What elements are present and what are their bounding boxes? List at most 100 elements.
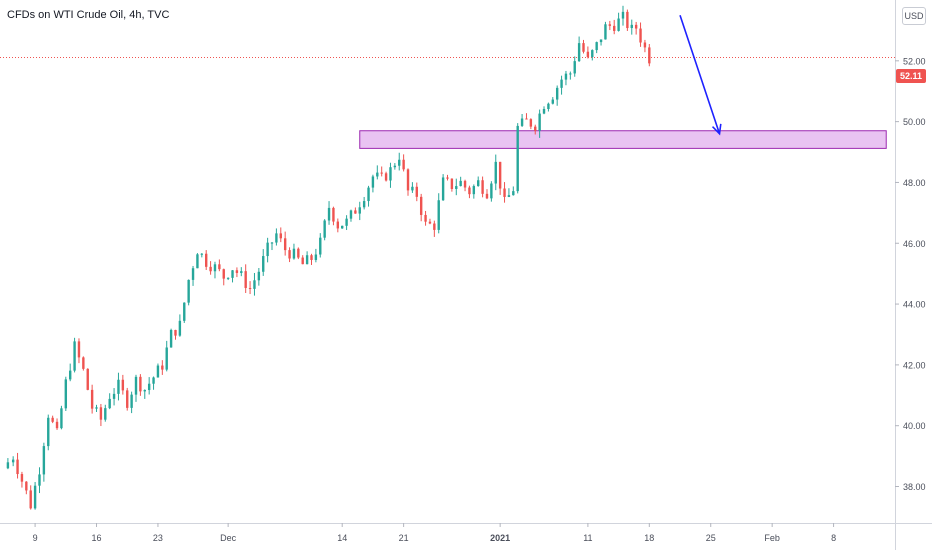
candle-body bbox=[529, 119, 533, 127]
candle-body bbox=[433, 223, 436, 230]
candle-body bbox=[244, 271, 247, 288]
x-tick-label: 21 bbox=[399, 533, 409, 543]
candle-body bbox=[161, 365, 164, 370]
candle-body bbox=[82, 357, 85, 369]
candle-body bbox=[55, 421, 59, 429]
candle-body bbox=[503, 188, 506, 197]
candle-body bbox=[617, 18, 620, 31]
candle-body bbox=[477, 180, 480, 187]
candle-body bbox=[47, 417, 50, 447]
candle-body bbox=[20, 474, 24, 482]
candle-body bbox=[288, 250, 291, 259]
candle-body bbox=[415, 186, 418, 197]
candle-body bbox=[419, 196, 423, 215]
candle-body bbox=[336, 221, 340, 229]
x-tick-label: 8 bbox=[831, 533, 836, 543]
candle-body bbox=[542, 109, 546, 114]
candle-body bbox=[209, 266, 212, 272]
candle-body bbox=[406, 169, 410, 191]
candle-body bbox=[494, 161, 497, 184]
candle-body bbox=[156, 365, 160, 378]
chart-title: CFDs on WTI Crude Oil, 4h, TVC bbox=[7, 9, 170, 21]
candle-body bbox=[222, 269, 225, 279]
candle-body bbox=[613, 25, 616, 31]
currency-button[interactable]: USD bbox=[902, 7, 926, 25]
candle-body bbox=[490, 183, 493, 199]
y-tick-label: 52.00 bbox=[903, 56, 926, 66]
candle-body bbox=[191, 268, 195, 280]
candle-body bbox=[213, 264, 217, 272]
candle-body bbox=[341, 225, 344, 229]
candle-body bbox=[626, 11, 629, 29]
candle-body bbox=[639, 28, 642, 43]
candle-body bbox=[354, 210, 357, 214]
candle-body bbox=[283, 238, 287, 251]
candle-body bbox=[218, 264, 221, 270]
candle-body bbox=[6, 462, 10, 469]
candle-body bbox=[310, 255, 313, 260]
candle-body bbox=[95, 407, 98, 409]
candle-body bbox=[248, 287, 252, 289]
candle-body bbox=[16, 459, 19, 475]
candle-body bbox=[104, 408, 107, 420]
last-price-badge: 52.11 bbox=[896, 69, 926, 83]
candle-body bbox=[643, 42, 647, 48]
candle-body bbox=[595, 42, 598, 51]
candle-body bbox=[507, 195, 511, 197]
candle-body bbox=[139, 376, 142, 392]
candle-body bbox=[314, 254, 318, 260]
candle-body bbox=[117, 379, 120, 394]
candle-body bbox=[130, 394, 133, 408]
candle-body bbox=[411, 186, 414, 191]
candle-body bbox=[200, 253, 204, 255]
candle-body bbox=[42, 446, 46, 475]
candle-body bbox=[577, 43, 581, 62]
candle-body bbox=[301, 257, 304, 265]
support-zone bbox=[359, 130, 887, 149]
y-tick-label: 44.00 bbox=[903, 300, 926, 310]
candle-body bbox=[73, 341, 76, 371]
candle-body bbox=[11, 459, 15, 463]
candle-body bbox=[648, 47, 651, 64]
candle-body bbox=[174, 329, 177, 336]
candle-body bbox=[376, 172, 379, 177]
projection-arrow-head bbox=[711, 123, 722, 136]
x-tick-label: 23 bbox=[153, 533, 163, 543]
candle-body bbox=[323, 220, 326, 238]
candle-body bbox=[143, 390, 146, 392]
candle-body bbox=[516, 125, 519, 192]
candle-body bbox=[235, 270, 239, 273]
y-tick-label: 48.00 bbox=[903, 178, 926, 188]
x-tick-label: Feb bbox=[764, 533, 780, 543]
candle-body bbox=[621, 11, 625, 19]
candle-body bbox=[459, 180, 462, 187]
candle-body bbox=[560, 79, 563, 88]
candle-body bbox=[393, 165, 397, 168]
candle-body bbox=[86, 368, 89, 390]
candle-body bbox=[112, 393, 116, 399]
candle-body bbox=[367, 187, 370, 202]
candle-body bbox=[292, 248, 296, 259]
x-tick-label: 18 bbox=[644, 533, 654, 543]
candle-body bbox=[485, 193, 489, 199]
y-tick-label: 50.00 bbox=[903, 117, 926, 127]
candle-body bbox=[349, 210, 353, 219]
candle-body bbox=[126, 390, 129, 408]
candle-body bbox=[591, 50, 594, 57]
candle-body bbox=[630, 24, 633, 29]
y-tick-label: 40.00 bbox=[903, 421, 926, 431]
candle-body bbox=[472, 186, 476, 195]
candle-body bbox=[380, 172, 383, 174]
candle-body bbox=[446, 177, 449, 179]
candle-body bbox=[205, 253, 208, 267]
candle-body bbox=[569, 73, 572, 75]
candle-body bbox=[512, 191, 515, 196]
candle-body bbox=[463, 180, 467, 188]
candle-body bbox=[99, 407, 103, 420]
candle-body bbox=[275, 233, 278, 243]
candle-body bbox=[178, 320, 182, 336]
candle-body bbox=[187, 279, 190, 303]
candle-body bbox=[147, 383, 151, 391]
